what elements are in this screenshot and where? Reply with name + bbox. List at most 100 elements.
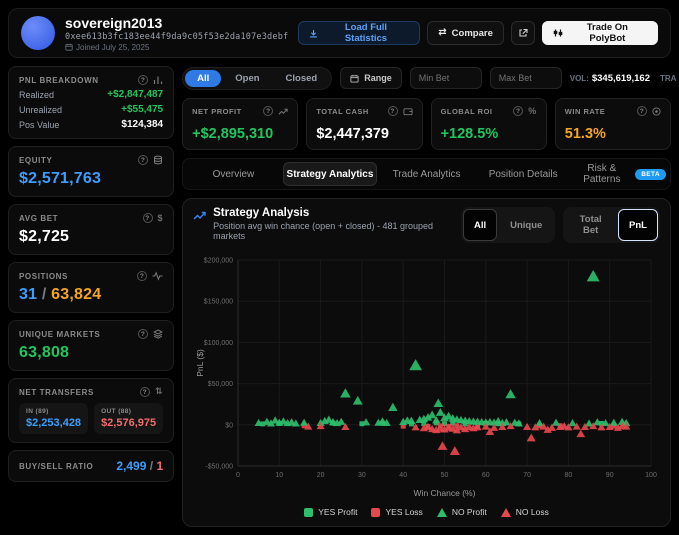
unrealized-label: Unrealized [19,104,63,115]
transfers-out-value: $2,576,975 [101,417,157,429]
unrealized-value: +$55,475 [121,104,164,115]
range-label: Range [364,73,392,83]
equity-value: $2,571,763 [19,170,102,187]
unique-markets-value: 63,808 [19,344,70,361]
legend-yes-loss: YES Loss [371,507,423,517]
trades-label: TRADES: [659,73,677,83]
help-icon[interactable]: ? [513,106,524,116]
chart-panel-header: Strategy Analysis Position avg win chanc… [193,207,660,243]
content-columns: PNL BREAKDOWN ? Realized +$2,847,487 Unre… [8,66,677,527]
compare-button[interactable]: ⇄ Compare [427,21,504,45]
min-bet-input[interactable] [409,67,482,89]
tab-trade-analytics-label: Trade Analytics [392,168,461,180]
toggle-unique[interactable]: Unique [499,209,553,241]
tab-risk-patterns[interactable]: Risk & Patterns BETA [572,162,667,186]
yes-loss-swatch [371,507,381,517]
tab-closed[interactable]: Closed [274,70,330,87]
tab-overview[interactable]: Overview [186,162,281,186]
load-full-statistics-label: Load Full Statistics [344,22,388,44]
joined-date-label: Joined July 25, 2025 [76,42,150,52]
realized-value: +$2,847,487 [107,89,164,100]
no-profit-swatch [436,507,447,517]
trades-stat: TRADES:2,500 [660,73,677,84]
legend-yes-loss-label: YES Loss [385,507,423,517]
tab-risk-patterns-label: Risk & Patterns [583,163,621,185]
unique-markets-card: UNIQUE MARKETS ? 63,808 [8,320,175,371]
transfers-out-label: OUT (88) [101,408,132,415]
positions-card: POSITIONS ? 31 / 63,824 [8,262,175,313]
summary-stats: VOL:$345,619,162 TRADES:2,500 AVG:$2,725 [570,73,677,84]
chart-subtitle: Position avg win chance (open + closed) … [213,221,434,241]
help-icon[interactable]: ? [137,271,148,281]
wallet-address: 0xee613b3fc183ee44f9da9c05f53e2da107e3de… [65,31,289,42]
positions-title: POSITIONS [19,271,68,281]
calendar-icon [65,43,73,51]
pos-value-value: $124,384 [121,119,164,130]
compare-label: Compare [451,27,493,39]
sell-ratio: 1 [156,459,164,473]
range-button[interactable]: Range [340,67,402,89]
help-icon[interactable]: ? [138,155,149,165]
toggle-all[interactable]: All [462,209,498,241]
global-roi-value: +128.5% [440,126,499,142]
max-bet-input[interactable] [489,67,562,89]
stat-cards-row: NET PROFIT ? +$2,895,310 TOTAL CASH ? $2… [182,98,671,150]
svg-text:70: 70 [523,472,531,479]
load-full-statistics-button[interactable]: Load Full Statistics [297,21,421,45]
help-icon[interactable]: ? [263,106,274,116]
win-rate-label: WIN RATE [564,106,606,116]
help-icon[interactable]: ? [142,213,153,223]
tab-open[interactable]: Open [223,70,271,87]
external-link-icon [518,28,528,38]
external-link-button[interactable] [510,21,535,45]
chart-toggles: All Unique Total Bet PnL [460,207,660,243]
tab-trade-analytics[interactable]: Trade Analytics [379,162,474,186]
percent-icon: % [528,106,537,116]
toggle-total-bet[interactable]: Total Bet [565,209,616,241]
layers-icon [153,329,164,339]
trade-on-polybot-button[interactable]: Trade On PolyBot [541,21,658,45]
svg-text:-$50,000: -$50,000 [205,464,233,471]
tab-strategy-analytics[interactable]: Strategy Analytics [282,162,378,186]
bar-chart-icon [153,75,163,85]
tab-position-details[interactable]: Position Details [476,162,571,186]
help-icon[interactable]: ? [387,106,398,116]
help-icon[interactable]: ? [139,387,150,397]
polybot-logo-icon [553,28,563,38]
yes-profit-swatch [304,507,314,517]
net-profit-label: NET PROFIT [192,106,242,116]
svg-text:30: 30 [358,472,366,479]
avg-bet-title: AVG BET [19,213,59,223]
compare-icon: ⇄ [438,27,447,38]
svg-text:90: 90 [606,472,614,479]
toggle-pnl[interactable]: PnL [618,209,658,241]
net-profit-value: +$2,895,310 [192,126,274,142]
chart-legend: YES Profit YES Loss NO Profit NO Loss [304,504,549,518]
svg-text:50: 50 [441,472,449,479]
equity-title: EQUITY [19,155,53,165]
metric-toggle-group: Total Bet PnL [563,207,660,243]
tab-all[interactable]: All [185,69,222,87]
chart-area: 0 10 20 30 40 50 60 70 80 90 100 -$50,000 $0 $50,000 $… [193,243,660,518]
help-icon[interactable]: ? [637,106,647,116]
svg-text:$100,000: $100,000 [204,340,233,347]
vol-value: $345,619,162 [591,72,650,84]
svg-text:100: 100 [645,472,657,479]
svg-text:$200,000: $200,000 [204,258,233,265]
vol-stat: VOL: $345,619,162 [570,73,650,84]
filter-row: All Open Closed Range VOL:$345,619,162 T… [182,66,677,90]
positions-separator: / [41,286,47,303]
net-transfers-card: NET TRANSFERS ? ⇅ IN (89) $2,253,428 OUT… [8,378,175,443]
total-cash-card: TOTAL CASH ? $2,447,379 [306,98,423,150]
svg-text:20: 20 [317,472,325,479]
chart-title: Strategy Analysis [213,207,310,219]
pnl-breakdown-card: PNL BREAKDOWN ? Realized +$2,847,487 Unre… [8,66,175,139]
realized-label: Realized [19,89,55,100]
svg-text:$0: $0 [225,422,233,429]
total-cash-value: $2,447,379 [316,126,389,142]
help-icon[interactable]: ? [138,329,149,339]
download-icon [309,29,318,38]
avg-bet-value: $2,725 [19,228,70,245]
help-icon[interactable]: ? [138,75,149,85]
svg-text:PnL ($): PnL ($) [195,349,205,377]
